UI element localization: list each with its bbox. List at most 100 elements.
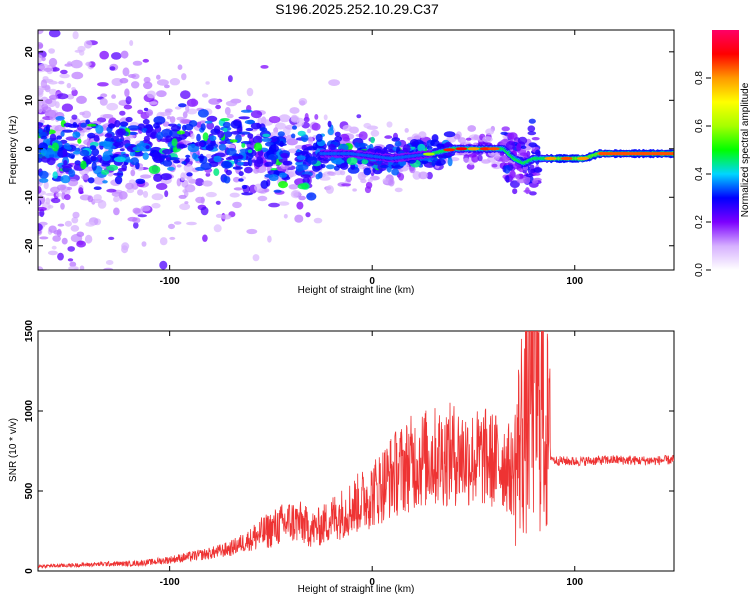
spectral-blob <box>205 81 210 85</box>
spectral-blob <box>153 173 163 182</box>
spectral-blob <box>246 87 254 97</box>
spectral-blob <box>140 174 152 179</box>
spectral-blob <box>64 220 72 227</box>
spectral-blob <box>291 133 296 139</box>
spectral-blob <box>105 260 114 265</box>
spectral-blob <box>181 73 187 81</box>
spectral-blob <box>528 118 536 124</box>
spectrogram-ytick-label: -10 <box>24 190 35 205</box>
spectrogram-ytick-label: -20 <box>24 238 35 253</box>
spectral-blob <box>111 94 116 99</box>
spectral-blob <box>177 64 183 70</box>
spectral-blob <box>55 192 63 197</box>
spectral-hotspot <box>576 156 589 161</box>
spectral-blob <box>269 137 278 143</box>
spectral-blob <box>153 116 166 125</box>
spectral-blob <box>269 144 279 153</box>
spectral-blob <box>505 175 510 183</box>
spectral-blob <box>93 135 100 142</box>
spectral-blob <box>394 187 403 193</box>
spectral-blob <box>106 102 119 111</box>
spectral-blob <box>236 161 244 166</box>
spectral-blob <box>169 236 176 240</box>
snr-xtick-label: 100 <box>566 577 583 588</box>
spectral-blob <box>125 182 134 190</box>
spectral-blob <box>210 139 217 147</box>
spectral-blob <box>56 184 67 191</box>
spectral-blob <box>118 191 128 200</box>
spectral-blob <box>264 161 274 167</box>
spectral-blob <box>67 246 75 252</box>
spectral-blob <box>171 138 178 147</box>
spectral-blob <box>246 228 258 235</box>
snr-xlabel: Height of straight line (km) <box>298 584 415 595</box>
spectral-blob <box>254 142 263 152</box>
colorbar-tick-label: 0.6 <box>694 119 705 133</box>
spectral-blob <box>233 176 241 183</box>
spectral-blob <box>385 144 395 150</box>
spectral-blob <box>278 114 291 123</box>
spectral-blob <box>52 6 57 12</box>
spectral-blob <box>156 131 164 141</box>
spectral-blob <box>45 98 53 104</box>
spectral-blob <box>202 180 213 187</box>
spectral-blob <box>501 126 510 132</box>
spectral-blob <box>357 171 367 181</box>
spectral-blob <box>135 178 146 184</box>
spectral-blob <box>386 121 393 128</box>
spectral-blob <box>279 140 284 147</box>
spectral-blob <box>129 40 134 46</box>
spectral-blob <box>76 240 86 248</box>
spectral-blob <box>65 186 73 191</box>
spectral-blob <box>104 133 113 139</box>
spectral-blob <box>523 175 531 185</box>
spectral-blob <box>360 178 367 184</box>
spectral-blob <box>91 148 100 157</box>
spectral-blob <box>140 205 151 212</box>
spectral-blob <box>520 145 527 149</box>
spectral-blob <box>62 148 68 158</box>
spectral-blob <box>325 164 335 170</box>
spectral-blob <box>363 167 372 176</box>
spectral-blob <box>307 128 312 134</box>
spectral-blob <box>43 181 49 190</box>
spectral-hotspot <box>467 147 480 151</box>
spectral-blob <box>268 116 281 124</box>
spectral-blob <box>289 170 298 177</box>
spectral-blob <box>93 176 106 185</box>
spectral-blob <box>519 152 529 156</box>
spectral-hotspot <box>422 152 435 156</box>
spectral-blob <box>69 117 81 125</box>
spectral-blob <box>244 166 253 174</box>
spectral-blob <box>527 125 536 132</box>
spectral-blob <box>329 172 336 177</box>
spectral-blob <box>525 187 530 195</box>
spectral-blob <box>227 155 239 160</box>
spectral-blob <box>59 73 70 79</box>
spectral-blob <box>105 137 115 142</box>
spectral-blob <box>141 241 147 247</box>
spectral-blob <box>49 153 55 159</box>
spectral-blob <box>224 107 231 115</box>
spectral-blob <box>201 93 209 98</box>
spectral-blob <box>194 141 205 147</box>
spectral-blob <box>137 189 144 196</box>
snr-ytick-label: 500 <box>24 482 35 499</box>
spectral-blob <box>241 192 254 196</box>
spectral-blob <box>49 114 56 121</box>
spectral-blob <box>299 100 306 106</box>
spectral-blob <box>131 81 140 89</box>
spectral-blob <box>92 198 104 204</box>
spectral-blob <box>345 175 352 183</box>
spectral-blob <box>527 131 537 136</box>
spectral-blob <box>297 130 306 137</box>
spectral-blob <box>356 142 368 148</box>
spectral-blob <box>95 124 104 134</box>
spectral-blob <box>69 261 77 268</box>
spectral-blob <box>184 201 189 205</box>
spectral-blob <box>273 189 282 193</box>
spectral-blob <box>125 116 133 123</box>
spectral-blob <box>108 123 116 129</box>
